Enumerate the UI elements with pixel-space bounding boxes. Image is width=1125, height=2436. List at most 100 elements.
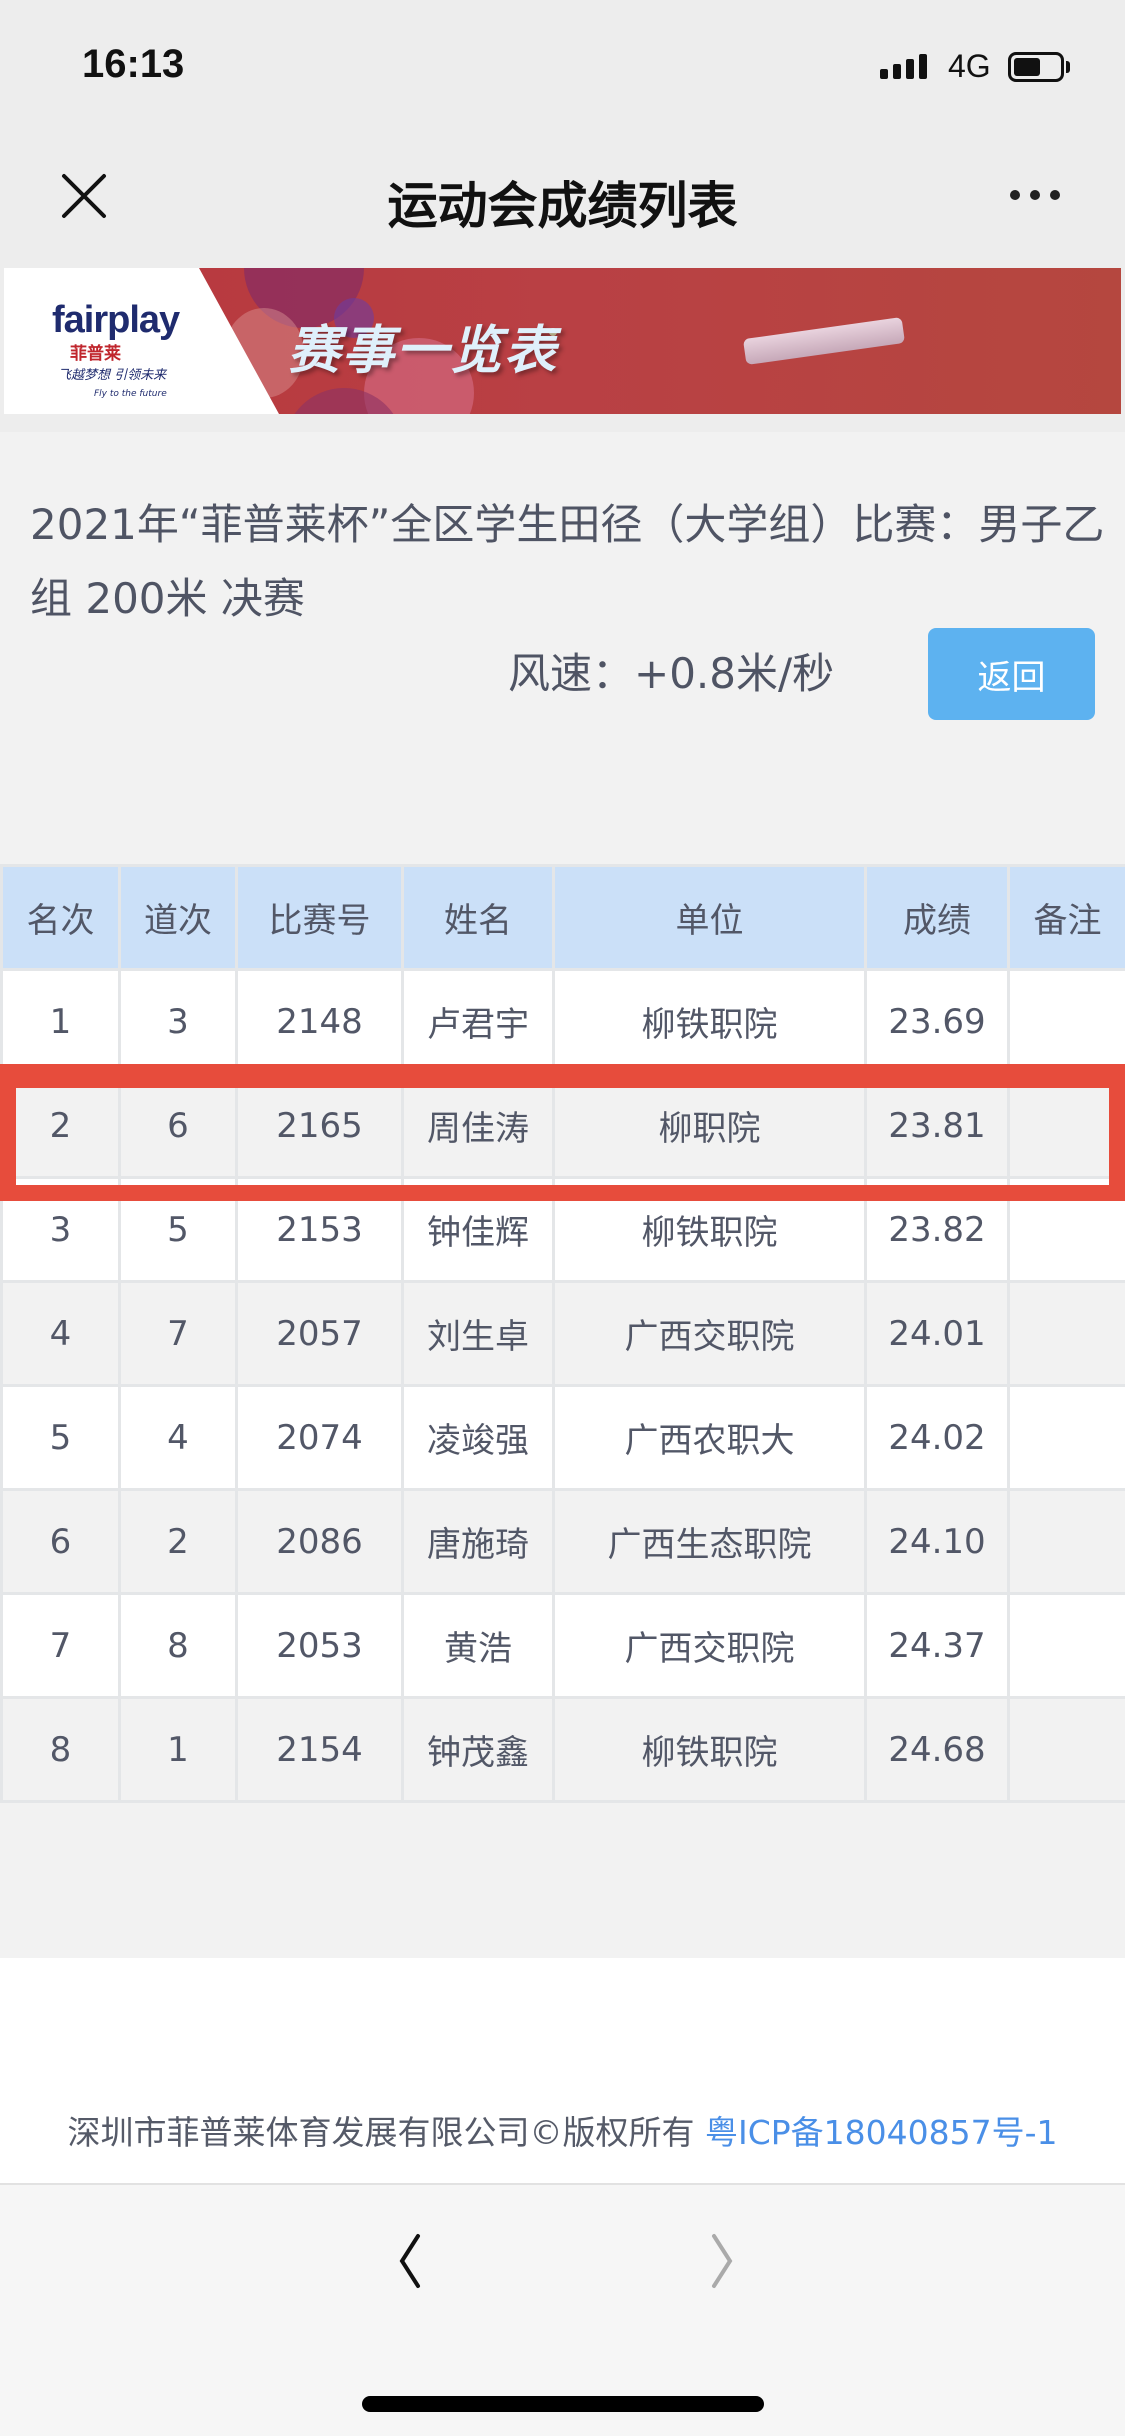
table-cell: 1 xyxy=(0,968,121,1075)
copyright: 深圳市菲普莱体育发展有限公司©版权所有 xyxy=(67,2113,695,2152)
nav-bar xyxy=(0,130,1125,262)
table-cell: 广西生态职院 xyxy=(552,1488,867,1595)
table-cell: 2165 xyxy=(235,1072,404,1179)
table-cell: 2086 xyxy=(235,1488,404,1595)
table-cell: 钟佳辉 xyxy=(401,1176,555,1283)
signal-icon xyxy=(880,54,927,79)
table-cell: 卢君宇 xyxy=(401,968,555,1075)
table-cell: 柳铁职院 xyxy=(552,1176,867,1283)
table-cell: 柳铁职院 xyxy=(552,1696,867,1803)
table-cell: 凌竣强 xyxy=(401,1384,555,1491)
relay-baton-image xyxy=(742,316,906,366)
table-cell: 24.10 xyxy=(864,1488,1010,1595)
table-row[interactable]: 3 5 2153 钟佳辉 柳铁职院 23.82 xyxy=(0,1176,1125,1283)
table-cell xyxy=(1007,1176,1125,1283)
table-cell xyxy=(1007,1384,1125,1491)
table-cell: 7 xyxy=(0,1592,121,1699)
table-cell xyxy=(1007,1072,1125,1179)
table-cell xyxy=(1007,968,1125,1075)
table-cell: 8 xyxy=(0,1696,121,1803)
table-cell: 23.69 xyxy=(864,968,1010,1075)
banner-title: 赛事一览表 xyxy=(288,321,559,381)
results-table: 名次 道次 比赛号 姓名 单位 成绩 备注 1 3 2148 卢君宇 柳铁职院 23.69 2 6 2165… xyxy=(0,864,1125,1803)
table-cell xyxy=(1007,1280,1125,1387)
table-cell: 2057 xyxy=(235,1280,404,1387)
column-header: 比赛号 xyxy=(235,864,404,971)
back-arrow-icon[interactable] xyxy=(392,2232,432,2290)
forward-arrow-icon[interactable] xyxy=(700,2232,740,2290)
table-row[interactable]: 7 8 2053 黄浩 广西交职院 24.37 xyxy=(0,1592,1125,1699)
page-title: 运动会成绩列表 xyxy=(387,177,738,235)
battery-icon xyxy=(1008,52,1064,82)
table-row[interactable]: 4 7 2057 刘生卓 广西交职院 24.01 xyxy=(0,1280,1125,1387)
fairplay-logo: fairplay xyxy=(52,299,180,341)
table-cell: 5 xyxy=(0,1384,121,1491)
table-cell: 24.68 xyxy=(864,1696,1010,1803)
table-cell: 4 xyxy=(0,1280,121,1387)
icp-link[interactable]: 粤ICP备18040857号-1 xyxy=(704,2113,1058,2152)
table-cell: 5 xyxy=(118,1176,238,1283)
event-banner: fairplay 菲普莱 飞越梦想 引领未来 Fly to the future… xyxy=(4,268,1121,414)
table-cell: 24.37 xyxy=(864,1592,1010,1699)
status-bar xyxy=(0,0,1125,130)
column-header: 备注 xyxy=(1007,864,1125,971)
table-cell: 6 xyxy=(0,1488,121,1595)
more-icon[interactable] xyxy=(1010,190,1060,200)
table-cell: 刘生卓 xyxy=(401,1280,555,1387)
table-cell xyxy=(1007,1488,1125,1595)
column-header: 道次 xyxy=(118,864,238,971)
table-row[interactable]: 2 6 2165 周佳涛 柳职院 23.81 xyxy=(0,1072,1125,1179)
network-type: 4G xyxy=(948,48,991,84)
table-cell: 7 xyxy=(118,1280,238,1387)
status-time: 16:13 xyxy=(82,42,185,86)
table-cell: 广西农职大 xyxy=(552,1384,867,1491)
column-header: 单位 xyxy=(552,864,867,971)
table-row[interactable]: 1 3 2148 卢君宇 柳铁职院 23.69 xyxy=(0,968,1125,1075)
home-indicator[interactable] xyxy=(362,2396,764,2412)
back-button[interactable]: 返回 xyxy=(928,628,1095,720)
table-cell: 2074 xyxy=(235,1384,404,1491)
table-cell: 4 xyxy=(118,1384,238,1491)
event-title: 2021年“菲普莱杯”全区学生田径（大学组）比赛：男子乙组 200米 决赛 xyxy=(30,500,1105,623)
browser-toolbar xyxy=(0,2183,1125,2436)
table-cell: 2153 xyxy=(235,1176,404,1283)
table-cell: 23.82 xyxy=(864,1176,1010,1283)
table-cell: 2154 xyxy=(235,1696,404,1803)
table-cell: 周佳涛 xyxy=(401,1072,555,1179)
table-cell: 广西交职院 xyxy=(552,1280,867,1387)
table-cell: 黄浩 xyxy=(401,1592,555,1699)
table-header: 名次 道次 比赛号 姓名 单位 成绩 备注 xyxy=(0,864,1125,971)
column-header: 名次 xyxy=(0,864,121,971)
battery-tip xyxy=(1066,61,1070,73)
table-cell: 2 xyxy=(0,1072,121,1179)
wind-speed: 风速：+0.8米/秒 xyxy=(508,649,835,698)
table-cell: 钟茂鑫 xyxy=(401,1696,555,1803)
close-icon[interactable] xyxy=(58,170,110,222)
table-row[interactable]: 8 1 2154 钟茂鑫 柳铁职院 24.68 xyxy=(0,1696,1125,1803)
table-cell: 2 xyxy=(118,1488,238,1595)
table-cell: 24.01 xyxy=(864,1280,1010,1387)
table-cell: 3 xyxy=(118,968,238,1075)
table-cell: 唐施琦 xyxy=(401,1488,555,1595)
table-cell: 2148 xyxy=(235,968,404,1075)
table-cell xyxy=(1007,1592,1125,1699)
logo-slogan: 飞越梦想 引领未来 xyxy=(58,368,167,383)
table-cell: 柳铁职院 xyxy=(552,968,867,1075)
table-cell: 1 xyxy=(118,1696,238,1803)
logo-slogan-en: Fly to the future xyxy=(94,389,167,399)
footer xyxy=(0,1958,1125,2183)
table-cell: 柳职院 xyxy=(552,1072,867,1179)
column-header: 成绩 xyxy=(864,864,1010,971)
table-row[interactable]: 5 4 2074 凌竣强 广西农职大 24.02 xyxy=(0,1384,1125,1491)
table-cell: 广西交职院 xyxy=(552,1592,867,1699)
table-cell: 8 xyxy=(118,1592,238,1699)
table-cell: 2053 xyxy=(235,1592,404,1699)
table-cell: 24.02 xyxy=(864,1384,1010,1491)
footer-text: 深圳市菲普莱体育发展有限公司©版权所有 粤ICP备18040857号-1 xyxy=(0,2106,1125,2154)
table-cell: 3 xyxy=(0,1176,121,1283)
column-header: 姓名 xyxy=(401,864,555,971)
table-cell: 23.81 xyxy=(864,1072,1010,1179)
table-row[interactable]: 6 2 2086 唐施琦 广西生态职院 24.10 xyxy=(0,1488,1125,1595)
table-cell: 6 xyxy=(118,1072,238,1179)
logo-cn: 菲普莱 xyxy=(70,344,121,364)
